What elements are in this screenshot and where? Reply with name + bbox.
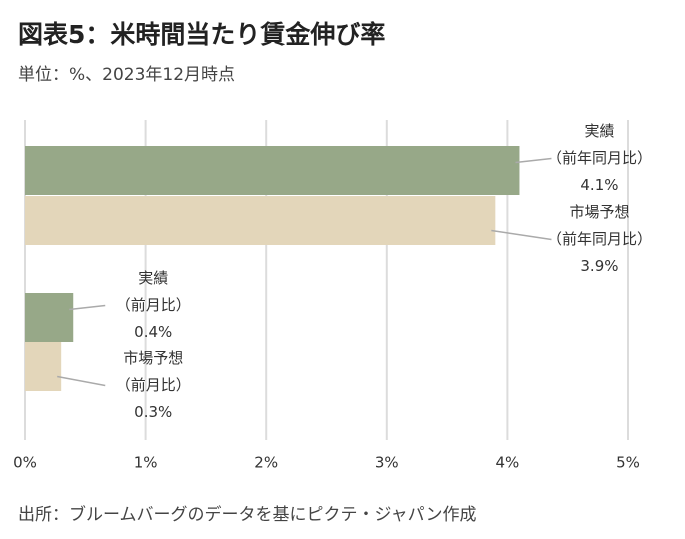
bar bbox=[25, 342, 62, 391]
category-label: 実績 bbox=[584, 122, 614, 140]
category-note: （前年同月比） bbox=[547, 230, 652, 248]
value-label: 0.4% bbox=[134, 323, 172, 341]
x-tick-label: 2% bbox=[254, 454, 278, 472]
value-label: 3.9% bbox=[580, 257, 618, 275]
category-label: 市場予想 bbox=[123, 349, 183, 367]
source-note: 出所：ブルームバーグのデータを基にピクテ・ジャパン作成 bbox=[18, 504, 477, 525]
bar bbox=[25, 146, 520, 195]
value-label: 4.1% bbox=[580, 176, 618, 194]
bar bbox=[25, 196, 496, 245]
category-note: （前年同月比） bbox=[547, 149, 652, 167]
category-label: 市場予想 bbox=[569, 203, 629, 221]
chart-subtitle: 単位：%、2023年12月時点 bbox=[18, 65, 235, 85]
x-tick-label: 1% bbox=[134, 454, 158, 472]
x-tick-label: 4% bbox=[496, 454, 520, 472]
category-note: （前月比） bbox=[116, 296, 191, 314]
chart-title: 図表5：米時間当たり賃金伸び率 bbox=[18, 20, 385, 49]
x-tick-label: 0% bbox=[13, 454, 37, 472]
bar bbox=[25, 293, 74, 342]
category-note: （前月比） bbox=[116, 376, 191, 394]
x-tick-label: 3% bbox=[375, 454, 399, 472]
leader-line bbox=[515, 157, 552, 164]
category-label: 実績 bbox=[138, 269, 168, 287]
leader-line bbox=[69, 304, 106, 311]
leader-line bbox=[491, 229, 552, 241]
leader-line bbox=[57, 375, 106, 387]
value-label: 0.3% bbox=[134, 403, 172, 421]
x-tick-label: 5% bbox=[616, 454, 640, 472]
